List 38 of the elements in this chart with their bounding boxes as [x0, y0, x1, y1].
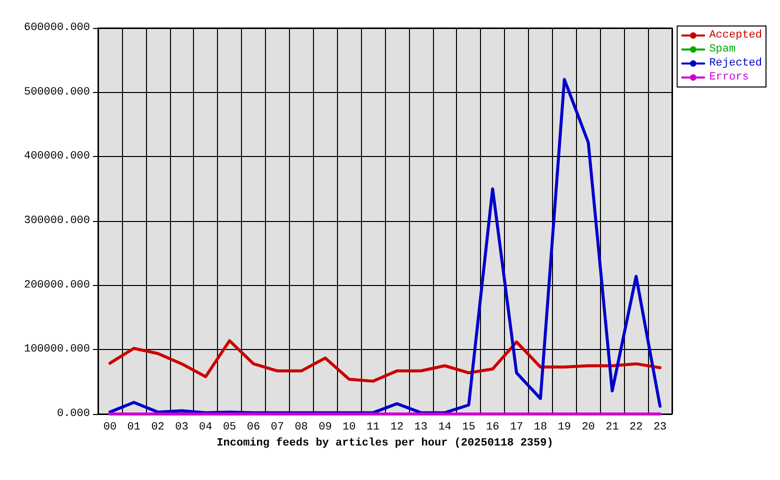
x-tick-label: 07	[270, 422, 284, 434]
y-tick-label: 500000.000	[24, 86, 90, 98]
x-tick-label: 23	[653, 422, 667, 434]
legend-label: Spam	[709, 44, 736, 56]
x-tick-label: 02	[151, 422, 164, 434]
x-tick-label: 11	[366, 422, 380, 434]
legend-label: Accepted	[709, 30, 762, 42]
x-tick-label: 14	[438, 422, 452, 434]
x-tick-label: 03	[175, 422, 188, 434]
x-tick-label: 01	[127, 422, 141, 434]
y-tick-label: 400000.000	[24, 150, 90, 163]
x-tick-label: 08	[294, 422, 308, 434]
legend-label: Rejected	[709, 58, 762, 70]
y-tick-label: 300000.000	[24, 215, 90, 227]
x-tick-label: 16	[486, 422, 500, 434]
x-tick-label: 19	[558, 422, 571, 434]
y-tick-label: 200000.000	[24, 279, 90, 292]
x-tick-label: 21	[606, 422, 620, 434]
x-tick-label: 13	[414, 422, 428, 434]
x-tick-label: 06	[246, 422, 260, 434]
y-tick-label: 600000.000	[24, 22, 90, 34]
x-tick-label: 17	[510, 422, 524, 434]
x-tick-label: 18	[534, 422, 548, 434]
x-tick-label: 15	[462, 422, 476, 434]
x-tick-label: 12	[390, 422, 404, 434]
x-axis-title: Incoming feeds by articles per hour (20250118 2359)	[216, 436, 554, 450]
x-tick-label: 00	[103, 422, 117, 434]
x-tick-label: 04	[199, 422, 213, 434]
line-series	[108, 339, 662, 383]
x-tick-label: 05	[222, 422, 236, 434]
y-tick-label: 100000.000	[24, 344, 90, 356]
x-tick-label: 20	[582, 422, 595, 434]
x-tick-label: 10	[342, 422, 356, 434]
line-series	[108, 78, 662, 414]
x-tick-label: 09	[318, 422, 332, 434]
y-tick-label: 0.000	[56, 408, 90, 420]
x-tick-label: 22	[630, 422, 643, 434]
legend-label: Errors	[709, 72, 749, 84]
